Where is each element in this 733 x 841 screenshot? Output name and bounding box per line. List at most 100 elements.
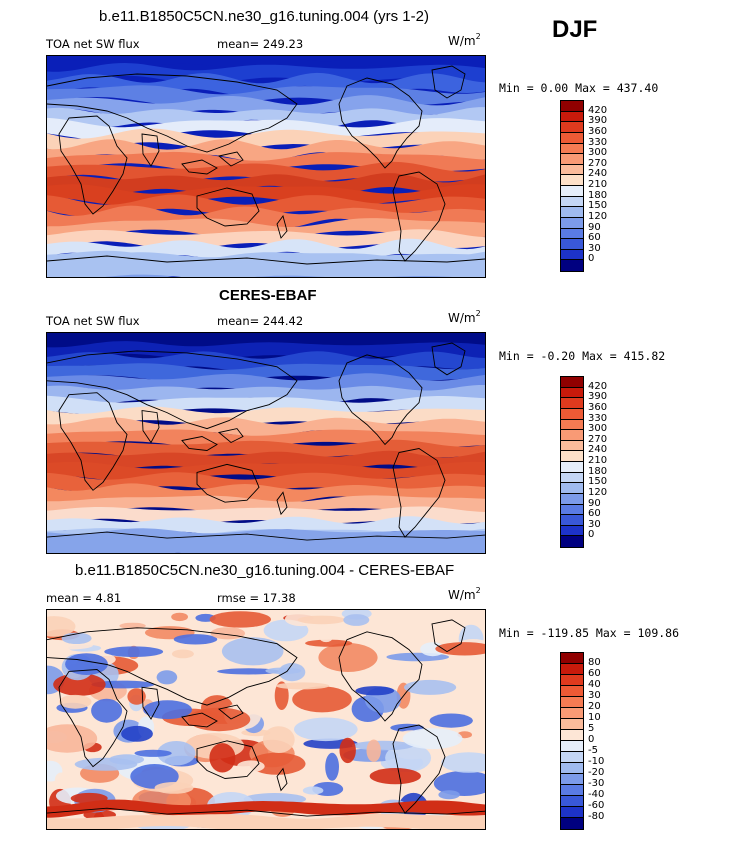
contour-patch [355, 686, 395, 696]
contour-band [47, 495, 485, 515]
colorbar-swatch [561, 249, 583, 261]
contour-patch [121, 725, 153, 742]
colorbar-tick-label: 5 [588, 723, 595, 734]
panel2-map-field [47, 333, 485, 553]
contour-patch [305, 639, 353, 647]
contour-band [47, 528, 485, 553]
coastline [181, 159, 218, 175]
contour-band [47, 385, 485, 405]
colorbar-swatch [561, 260, 583, 271]
colorbar-tick-label: 180 [588, 465, 608, 477]
colorbar-swatch [561, 186, 583, 197]
coastline [338, 354, 423, 446]
coastline [218, 704, 244, 720]
panel1-map-field [47, 56, 485, 277]
coastline [276, 767, 288, 792]
colorbar-swatch [561, 122, 583, 133]
coastline [47, 255, 485, 265]
colorbar-tick-label: 330 [588, 136, 608, 148]
coastline [338, 631, 423, 722]
contour-patch [297, 615, 346, 625]
contour-band [47, 128, 485, 152]
colorbar-swatch [561, 239, 583, 250]
contour-patch [369, 768, 421, 785]
colorbar-swatch [561, 504, 583, 516]
coastline [392, 724, 446, 814]
coastline [141, 133, 160, 167]
colorbar-swatch [561, 462, 583, 473]
colorbar-swatch [561, 430, 583, 441]
panel1-mean-label: mean= 249.23 [217, 37, 304, 51]
contour-band [47, 63, 485, 85]
contour-band [47, 799, 485, 818]
colorbar-tick-label: 60 [588, 232, 601, 244]
contour-patch [143, 700, 192, 720]
contour-patch [248, 752, 306, 775]
panel1-title: b.e11.B1850C5CN.ne30_g16.tuning.004 (yrs… [99, 8, 429, 25]
colorbar-swatch [561, 440, 583, 452]
contour-band [47, 252, 485, 277]
panel2-variable-label: TOA net SW flux [46, 314, 140, 328]
colorbar-tick-label: -10 [588, 756, 605, 767]
coastline [218, 151, 244, 167]
season-label: DJF [552, 16, 598, 43]
colorbar-tick-label: 30 [588, 690, 601, 701]
colorbar-swatch [561, 536, 583, 547]
panel1-colorbar [560, 100, 584, 272]
panel2-map [46, 332, 486, 554]
contour-patch [302, 786, 324, 795]
contour-patch [221, 637, 284, 666]
panel2-minmax: Min = -0.20 Max = 415.82 [499, 349, 666, 363]
colorbar-tick-label: 360 [588, 125, 608, 137]
colorbar-swatch [561, 132, 583, 144]
colorbar-swatch [561, 675, 583, 686]
coastline [47, 73, 298, 153]
contour-patch [265, 667, 302, 675]
colorbar-swatch [561, 752, 583, 763]
colorbar-tick-label: 60 [588, 668, 601, 679]
contour-patch [402, 728, 463, 750]
contour-patch [352, 740, 414, 751]
contour-patch [276, 682, 330, 690]
colorbar-swatch [561, 785, 583, 796]
contour-patch [366, 739, 381, 762]
coastline [196, 187, 260, 227]
colorbar-tick-label: 390 [588, 391, 608, 403]
contour-band [47, 813, 485, 829]
colorbar-swatch [561, 697, 583, 708]
coastline [58, 392, 128, 491]
contour-patch [318, 643, 378, 672]
panel3-rmse-label: rmse = 17.38 [217, 591, 296, 605]
colorbar-swatch [561, 164, 583, 176]
coastline [431, 342, 466, 376]
colorbar-swatch [561, 730, 583, 741]
coastline [431, 65, 466, 99]
contour-band [47, 406, 485, 427]
contour-patch [404, 679, 457, 695]
contour-patch [154, 782, 194, 794]
contour-patch [209, 743, 236, 773]
colorbar-tick-label: -30 [588, 778, 605, 789]
contour-band [47, 173, 485, 196]
colorbar-tick-label: 240 [588, 444, 608, 456]
colorbar-swatch [561, 493, 583, 505]
colorbar-swatch [561, 398, 583, 409]
contour-patch [441, 752, 485, 773]
contour-patch [47, 616, 76, 637]
panel3-minmax: Min = -119.85 Max = 109.86 [499, 626, 680, 640]
colorbar-tick-label: 390 [588, 115, 608, 127]
colorbar-tick-label: 180 [588, 189, 608, 201]
coastline [58, 115, 128, 215]
contour-patch [343, 614, 370, 626]
coastline [181, 436, 218, 451]
panel1-units: W/m2 [448, 32, 481, 48]
contour-patch [217, 668, 280, 675]
colorbar-tick-label: -20 [588, 767, 605, 778]
contour-band [47, 151, 485, 174]
colorbar-tick-label: 210 [588, 455, 608, 466]
contour-patch [47, 724, 98, 753]
coastline [47, 350, 298, 430]
contour-patch [294, 717, 358, 742]
contour-patch [209, 611, 271, 628]
contour-patch [210, 627, 246, 640]
